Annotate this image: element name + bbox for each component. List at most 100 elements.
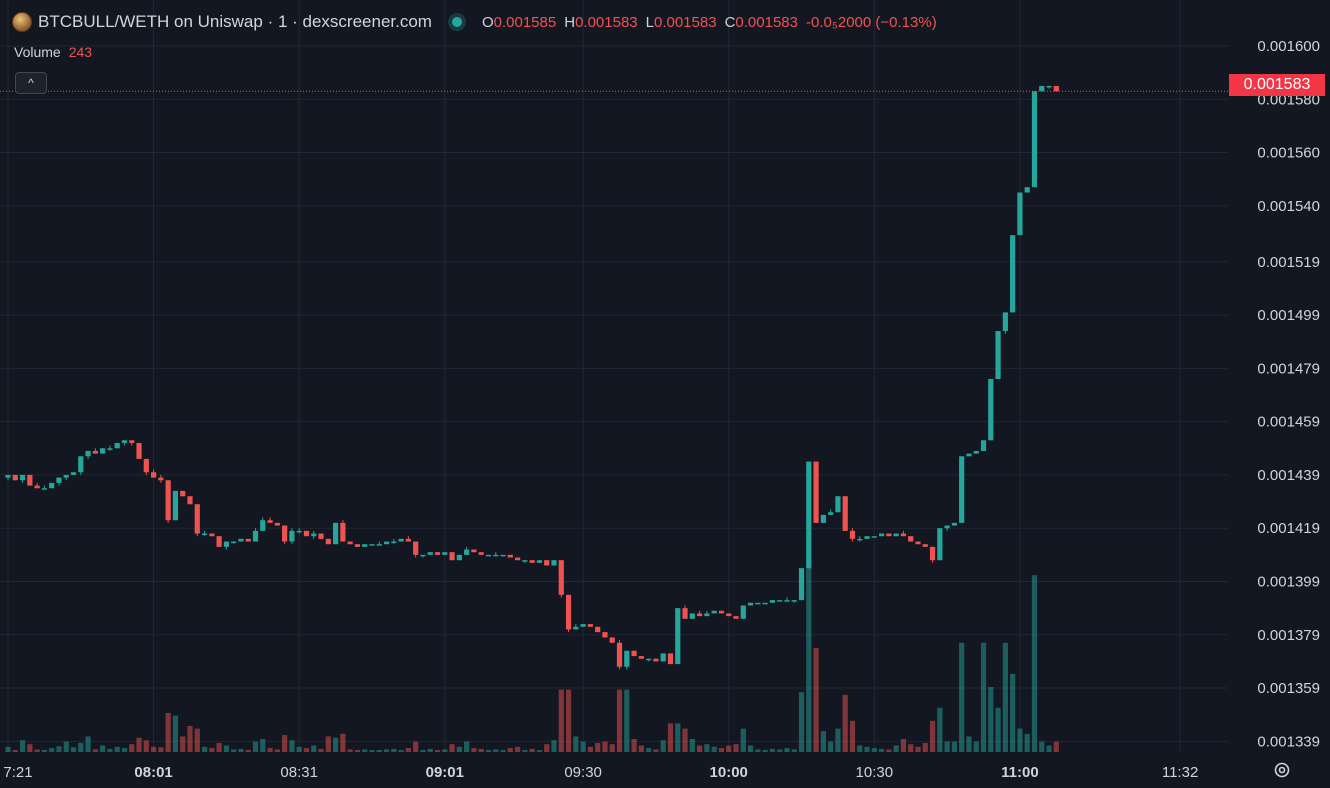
candle-body [100,448,106,454]
price-axis[interactable]: 0.0016000.0015800.0015600.0015400.001519… [1257,38,1320,750]
candle-body [187,496,193,505]
volume-bar [282,735,288,752]
candle-body [849,530,856,539]
volume-bar [231,749,237,752]
volume-bar [871,748,877,752]
candle-body [697,613,703,617]
candle-body [624,650,630,667]
price-tick-label: 0.001359 [1257,680,1320,697]
candle-body [63,474,69,478]
volume-bar [1010,674,1016,752]
volume-bar [49,748,55,752]
candle-body [413,541,419,555]
volume-bar [536,750,543,752]
candle-body [980,440,987,451]
price-tick-label: 0.001439 [1257,467,1320,484]
volume-bar [653,749,659,752]
candle-body [194,504,200,534]
volume-bar [544,744,550,752]
settings-gear-icon[interactable] [1272,760,1292,780]
volume-bar [711,746,717,752]
candle-body [784,600,790,602]
volume-bar [19,740,26,752]
volume-bar [704,744,710,752]
time-tick-label: 11:32 [1162,764,1198,781]
volume-bar [813,648,819,752]
volume-bar [806,564,812,752]
candle-body [114,442,120,449]
volume-bar [70,747,77,752]
price-tick-label: 0.001540 [1257,198,1320,215]
candlesticks [5,85,1059,670]
high-value: 0.001583 [575,13,638,31]
price-tick-label: 0.001499 [1257,307,1320,324]
chevron-up-icon: ^ [28,76,34,90]
candle-body [718,610,725,614]
candle-body [478,552,484,555]
volume-bar [456,746,462,752]
candle-body [762,602,768,605]
volume-bar [879,748,885,752]
candle-body [820,514,826,523]
candle-body [959,456,965,523]
volume-bar [398,749,404,752]
candle-body [653,658,659,662]
volume-bar [151,746,157,752]
volume-bar [842,694,848,752]
candle-body [515,557,521,561]
candle-body [223,541,229,547]
open-value: 0.001585 [493,13,557,31]
candle-body [675,608,681,665]
volume-bar [1002,642,1008,752]
volume-bar [944,741,950,752]
candle-body [398,538,404,542]
volume-bar [777,749,783,752]
volume-value: 243 [68,44,93,60]
volume-bar [1046,745,1052,752]
candle-body [544,560,550,566]
volume-bar [78,742,84,752]
candle-body [238,538,244,542]
volume-legend: Volume 243 [14,44,92,60]
candle-body [56,477,62,483]
candle-body [41,488,47,490]
volume-bar [194,728,200,752]
candle-body [893,533,899,537]
volume-bar [565,689,572,752]
candle-body [70,472,77,475]
volume-bar [762,749,768,752]
candle-body [871,536,877,538]
volume-bar [289,740,295,752]
volume-bar [718,748,725,752]
candle-body [842,496,848,531]
candle-body [551,560,557,566]
candle-body [369,544,375,546]
volume-bar [296,746,302,752]
candle-body [136,442,142,459]
candle-body [988,379,994,441]
candle-body [260,520,266,531]
price-tick-label: 0.001379 [1257,627,1320,644]
volume-bar [755,749,761,752]
candle-body [442,552,448,555]
candle-body [769,600,775,603]
candle-body [464,549,470,555]
candle-body [129,440,135,443]
volume-bar [311,745,317,752]
candle-body [340,522,346,542]
candle-body [740,605,746,619]
time-axis[interactable]: 7:21 08:01 08:31 09:01 09:30 10:00 10:30 11:00 1… [3,764,1198,781]
volume-bars [5,564,1059,752]
candle-body [121,440,128,443]
collapse-legend-button[interactable]: ^ [15,72,47,94]
volume-bar [427,748,433,752]
volume-bar [733,744,739,752]
volume-bar [667,723,674,752]
volume-bar [660,740,666,752]
candle-body [92,450,98,454]
volume-bar [318,748,324,752]
candle-body [19,474,26,481]
volume-bar [201,746,208,752]
volume-bar [1024,733,1030,752]
